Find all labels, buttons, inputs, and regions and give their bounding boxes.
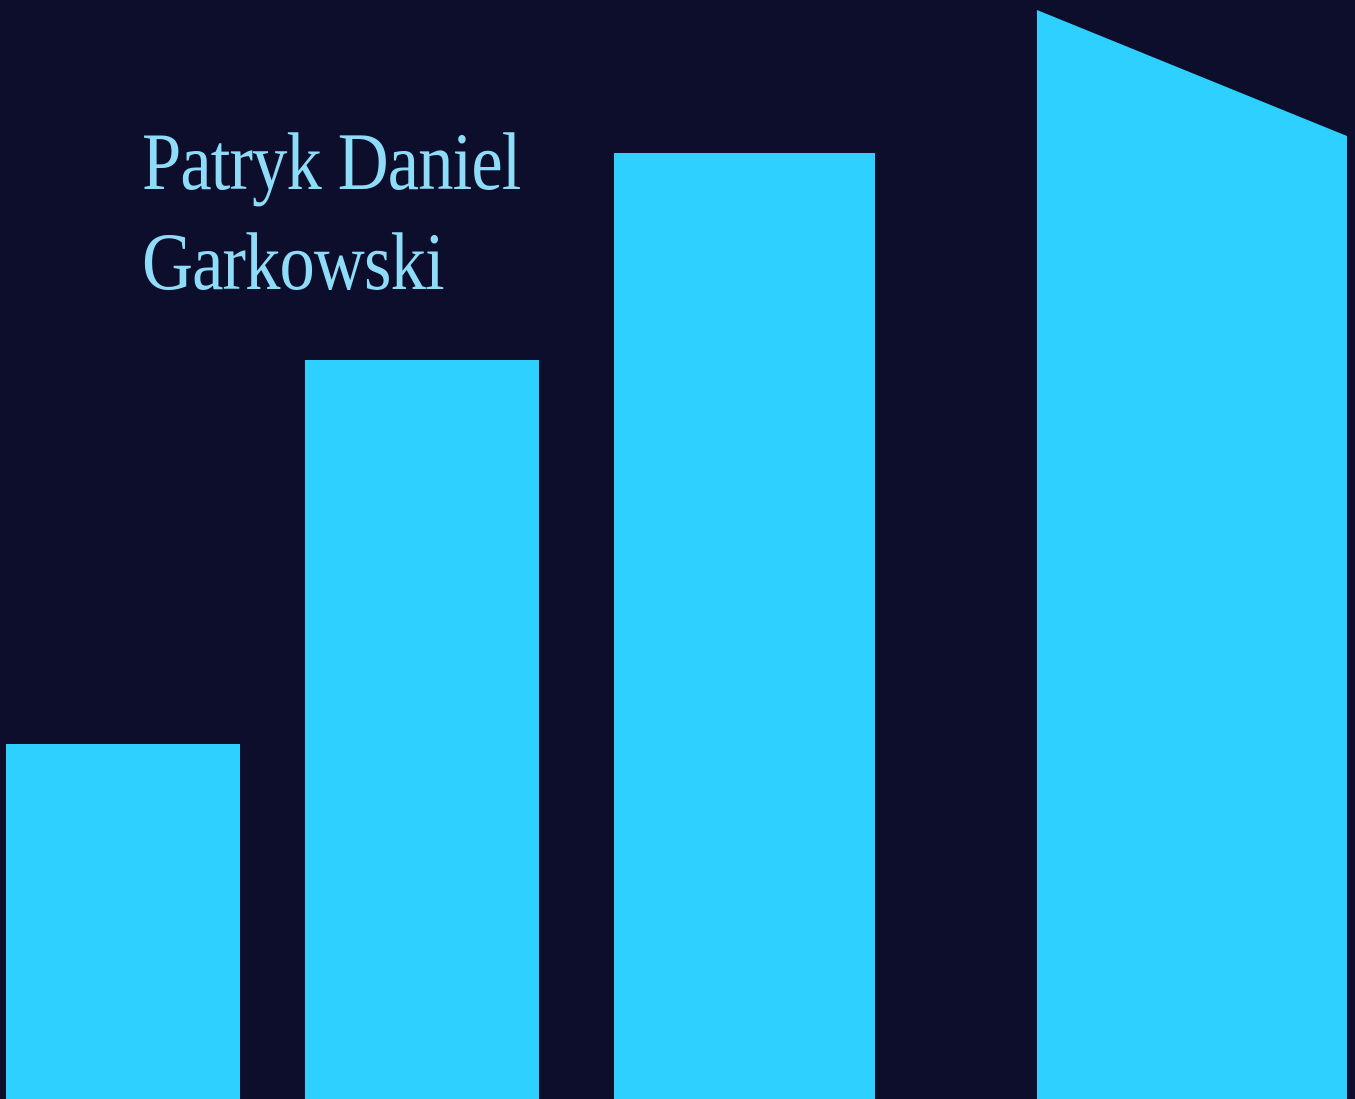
author-name: Patryk Daniel Garkowski [142,112,521,312]
bar-1 [6,744,240,1099]
bar-2 [305,360,539,1099]
bar-3 [614,153,875,1099]
author-name-second-line: Garkowski [142,216,445,307]
author-name-first-line: Patryk Daniel [142,116,521,207]
bar-4-slanted [1037,10,1347,1099]
